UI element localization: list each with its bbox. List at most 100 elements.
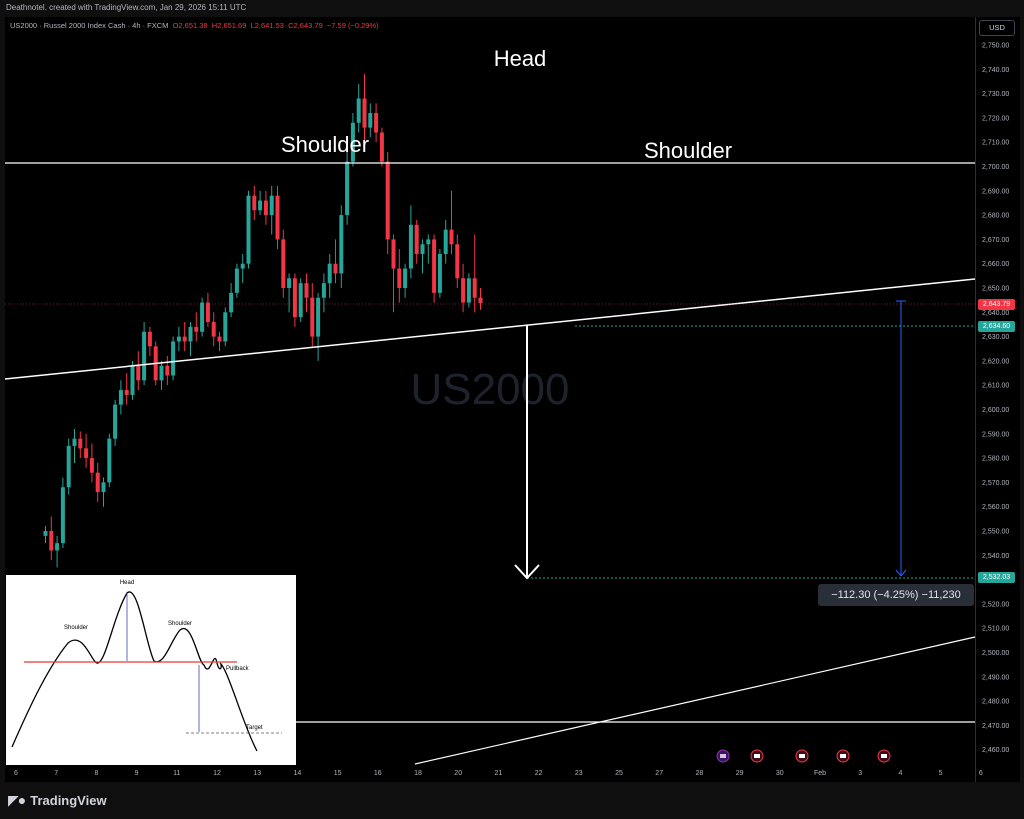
- candle: [345, 151, 350, 225]
- candle: [414, 219, 419, 264]
- candle: [43, 526, 48, 544]
- inset-diagram: Head Shoulder Shoulder Pullback Target: [11, 580, 282, 752]
- candle-body: [316, 297, 321, 337]
- time-tick-label: 6: [979, 770, 983, 777]
- candle-body: [455, 244, 460, 279]
- price-tick-label: 2,710.00: [982, 140, 1009, 147]
- currency-button[interactable]: USD: [979, 20, 1015, 36]
- candle: [258, 190, 263, 216]
- candle-body: [142, 331, 147, 381]
- candle-body: [443, 229, 448, 254]
- price-tick-label: 2,740.00: [982, 67, 1009, 74]
- candle-body: [304, 283, 309, 298]
- time-tick-label: 25: [615, 770, 623, 777]
- drawings-layer: [4, 162, 976, 765]
- candle-body: [327, 263, 332, 284]
- price-axis[interactable]: [975, 17, 1020, 782]
- candle: [60, 477, 65, 549]
- symbol-watermark: US2000: [410, 365, 569, 414]
- time-tick-label: 21: [495, 770, 503, 777]
- candle-body: [281, 239, 286, 288]
- candle: [217, 331, 222, 352]
- candle: [461, 263, 466, 313]
- tradingview-brand[interactable]: ◤● TradingView: [8, 792, 107, 809]
- candle-body: [437, 253, 442, 293]
- symbol-legend[interactable]: US2000 · Russel 2000 Index Cash · 4h · F…: [10, 21, 379, 30]
- time-tick-label: 5: [939, 770, 943, 777]
- candle-body: [200, 302, 205, 332]
- candle-body: [49, 531, 54, 551]
- candle: [391, 234, 396, 313]
- candle-body: [374, 113, 379, 133]
- candle-body: [391, 239, 396, 269]
- candle: [281, 229, 286, 298]
- candle: [478, 288, 483, 310]
- time-tick-label: 11: [173, 770, 180, 777]
- price-tick-label: 2,500.00: [982, 650, 1009, 657]
- candle: [142, 322, 147, 386]
- price-tick-label: 2,750.00: [982, 43, 1009, 50]
- us-flag-icon-glyph: [881, 754, 887, 758]
- candle: [55, 535, 60, 568]
- candle: [466, 273, 471, 308]
- candle-body: [234, 268, 239, 293]
- time-tick-label: 14: [294, 770, 302, 777]
- inset-left-shoulder-label: Shoulder: [64, 625, 88, 631]
- time-tick-label: 3: [858, 770, 862, 777]
- current-price-tag: 2,643.79: [978, 299, 1015, 310]
- candle-body: [72, 438, 77, 446]
- candle-body: [379, 132, 384, 162]
- time-tick-label: 6: [14, 770, 18, 777]
- candle-body: [478, 297, 483, 304]
- candle-body: [356, 98, 361, 123]
- symbol-name: US2000 · Russel 2000 Index Cash · 4h · F…: [10, 21, 169, 30]
- candle: [113, 399, 118, 446]
- candle-body: [240, 263, 245, 269]
- candle: [159, 360, 164, 391]
- candle-body: [78, 438, 83, 449]
- candle: [252, 185, 257, 220]
- candle-body: [84, 448, 89, 459]
- candle-body: [385, 161, 390, 240]
- candle: [362, 74, 367, 143]
- price-tick-label: 2,640.00: [982, 310, 1009, 317]
- candle-body: [292, 278, 297, 318]
- candle-body: [275, 195, 280, 240]
- inset-right-shoulder-label: Shoulder: [168, 621, 192, 627]
- candle: [292, 273, 297, 327]
- price-tick-label: 2,700.00: [982, 164, 1009, 171]
- time-tick-label: 7: [54, 770, 58, 777]
- inset-pullback-label: Pullback: [226, 666, 250, 672]
- candle: [101, 477, 106, 507]
- candle: [298, 278, 303, 323]
- candle-body: [345, 161, 350, 216]
- candle: [339, 205, 344, 288]
- time-tick-label: 4: [898, 770, 902, 777]
- head-label: Head: [494, 46, 547, 71]
- price-tick-label: 2,520.00: [982, 601, 1009, 608]
- candle-body: [258, 200, 263, 211]
- candle: [350, 113, 355, 167]
- candle: [130, 360, 135, 400]
- price-tick-label: 2,730.00: [982, 91, 1009, 98]
- time-tick-label: 28: [696, 770, 704, 777]
- candle: [379, 127, 384, 167]
- candle-body: [362, 98, 367, 128]
- candle-body: [252, 195, 257, 211]
- time-tick-label: 30: [776, 770, 784, 777]
- candle-body: [113, 404, 118, 439]
- price-tick-label: 2,610.00: [982, 383, 1009, 390]
- candle-body: [333, 263, 338, 274]
- candle: [403, 263, 408, 298]
- candle: [171, 336, 176, 381]
- time-axis: 6 7 8 9 11 12 13 14 15 16 18 20 21 22 23 25 27 28 29 30 Feb 3…: [14, 770, 983, 777]
- price-tick-label: 2,460.00: [982, 747, 1009, 754]
- price-tick-label: 2,540.00: [982, 553, 1009, 560]
- candle-body: [339, 215, 344, 274]
- candles-layer: [43, 74, 483, 568]
- candle: [205, 292, 210, 327]
- price-tick-label: 2,560.00: [982, 504, 1009, 511]
- candle-body: [246, 195, 251, 264]
